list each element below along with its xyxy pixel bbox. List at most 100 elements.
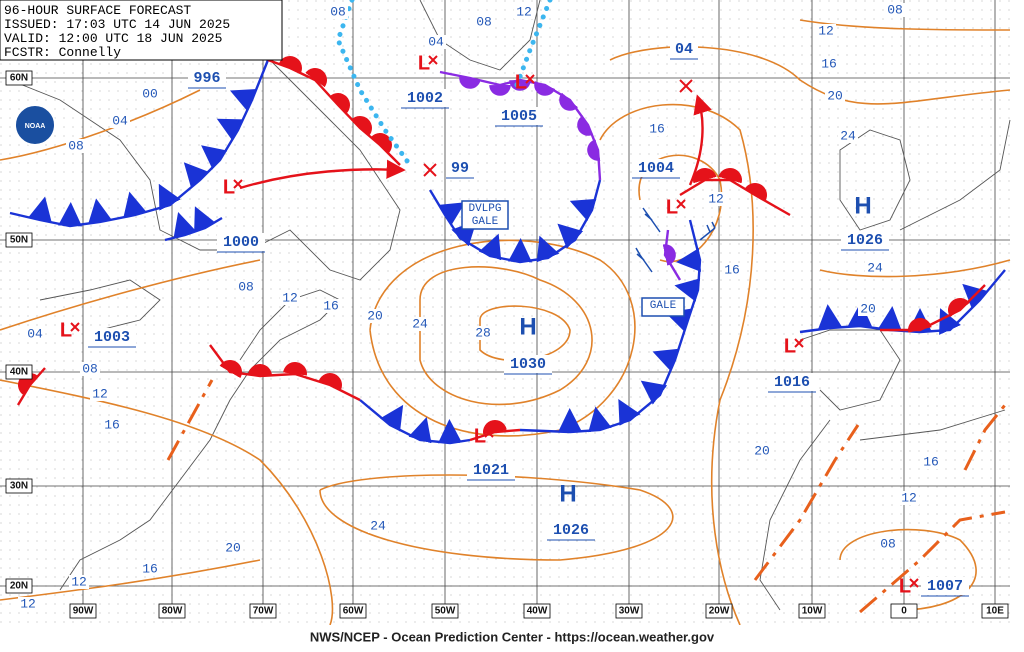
header-forecaster: FCSTR: Connelly — [4, 45, 121, 60]
lon-label-box — [431, 603, 459, 619]
lon-label: 40W — [527, 606, 548, 617]
isobar-label: 20 — [754, 443, 770, 458]
lat-label: 40N — [10, 367, 28, 378]
header-valid: VALID: 12:00 UTC 18 JUN 2025 — [4, 31, 222, 46]
lon-label-box — [158, 603, 186, 619]
isobar-label: 04 — [27, 326, 43, 341]
isobar-label: 20 — [827, 88, 843, 103]
low-symbol: L — [784, 335, 796, 357]
isobar-label-bg — [706, 192, 726, 206]
isobar-label: 08 — [330, 4, 346, 19]
isobar-label-bg — [328, 5, 348, 19]
isobar-label-bg — [647, 122, 667, 136]
pressure-label: 1016 — [774, 374, 810, 391]
isobar-label-bg — [722, 263, 742, 277]
isobar-label-bg — [80, 362, 100, 376]
low-symbol: L — [474, 425, 486, 447]
low-center-x — [909, 578, 919, 588]
isobar-label-bg — [110, 114, 130, 128]
low-center-x — [233, 179, 243, 189]
low-symbol: L — [666, 196, 678, 218]
isobar-label-bg — [825, 89, 845, 103]
lon-label: 50W — [435, 606, 456, 617]
isobar-label-bg — [18, 597, 38, 611]
isobar-label: 08 — [238, 279, 254, 294]
pressure-label: 1003 — [94, 329, 130, 346]
lat-label: 30N — [10, 481, 28, 492]
lon-label: 30W — [619, 606, 640, 617]
isobar-label-bg — [66, 139, 86, 153]
lon-label-box — [890, 603, 918, 619]
isobar-label: 16 — [142, 561, 158, 576]
isobar-label-bg — [921, 455, 941, 469]
pressure-label-bg — [88, 328, 136, 346]
isobar-label: 08 — [880, 536, 896, 551]
low-center-x — [794, 338, 804, 348]
isobar-label-bg — [885, 3, 905, 17]
footer: NWS/NCEP - Ocean Prediction Center - htt… — [310, 629, 715, 644]
logo-text: NOAA — [25, 123, 46, 130]
lon-label: 80W — [162, 606, 183, 617]
isobar-label: 24 — [412, 316, 428, 331]
pressure-label: 1021 — [473, 462, 509, 479]
low-symbol: L — [418, 52, 430, 74]
lon-label: 90W — [73, 606, 94, 617]
low-symbol: L — [60, 319, 72, 341]
wind-barbs — [635, 207, 716, 273]
isobar-label: 12 — [20, 596, 36, 611]
lon-label: 0 — [901, 606, 907, 617]
warning-box — [641, 297, 685, 317]
isobar-label-bg — [280, 291, 300, 305]
low-symbol: L — [515, 71, 527, 93]
isobar-label-bg — [514, 5, 534, 19]
lon-label: 20W — [709, 606, 730, 617]
isobar-label: 16 — [923, 454, 939, 469]
pressure-label-bg — [841, 231, 889, 249]
warning-holder: DVLPG GALE — [468, 203, 501, 228]
footer-bg — [0, 625, 1024, 652]
noaa-logo — [14, 104, 56, 146]
pressure-label-bg — [446, 159, 474, 177]
isobar-label-bg — [426, 35, 446, 49]
isobar-label: 20 — [225, 540, 241, 555]
isobar-label: 08 — [476, 14, 492, 29]
isobar-label: 12 — [282, 290, 298, 305]
lat-label-box — [5, 478, 33, 494]
pressure-label-bg — [670, 40, 698, 58]
isobar-label: 12 — [71, 574, 87, 589]
lon-label: 70W — [253, 606, 274, 617]
isobar-label: 28 — [475, 325, 491, 340]
lon-label-box — [523, 603, 551, 619]
isobar-label: 08 — [82, 361, 98, 376]
isobar-label: 12 — [708, 191, 724, 206]
pressure-label-bg — [467, 461, 515, 479]
isobar-label-bg — [69, 575, 89, 589]
isobar-label: 24 — [370, 518, 386, 533]
isobar-label: 12 — [92, 386, 108, 401]
pressure-label: 1026 — [553, 522, 589, 539]
isobar-label-bg — [865, 261, 885, 275]
lon-label-box — [705, 603, 733, 619]
isobar-label-bg — [816, 24, 836, 38]
isobar-label-bg — [474, 15, 494, 29]
warning-holder: GALE — [650, 300, 676, 312]
lon-label: 10W — [802, 606, 823, 617]
pressure-label-bg — [401, 89, 449, 107]
lat-label: 20N — [10, 581, 28, 592]
isobar-label-bg — [473, 326, 493, 340]
isobar-label-bg — [102, 418, 122, 432]
isobar-label: 04 — [112, 113, 128, 128]
low-center-x — [70, 322, 80, 332]
header-box — [0, 0, 283, 61]
lat-label: 50N — [10, 235, 28, 246]
isobar-label: 04 — [428, 34, 444, 49]
lon-label-box — [339, 603, 367, 619]
low-center-x — [484, 428, 494, 438]
warning-box — [461, 200, 509, 230]
isobar-label-bg — [365, 309, 385, 323]
low-symbol: L — [899, 575, 911, 597]
pressure-label: 04 — [675, 41, 693, 58]
isobar-label-bg — [410, 317, 430, 331]
isobar-label: 20 — [860, 301, 876, 316]
